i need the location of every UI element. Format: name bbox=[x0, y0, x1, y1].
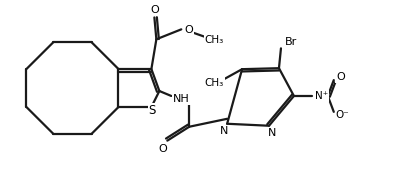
Text: N⁺: N⁺ bbox=[315, 91, 329, 101]
Text: O⁻: O⁻ bbox=[336, 110, 349, 120]
Text: S: S bbox=[149, 103, 156, 117]
Text: O: O bbox=[150, 6, 159, 16]
Text: O: O bbox=[184, 25, 193, 35]
Text: NH: NH bbox=[173, 94, 190, 104]
Text: O: O bbox=[336, 72, 345, 82]
Text: Br: Br bbox=[285, 37, 297, 47]
Text: O: O bbox=[158, 144, 167, 154]
Text: CH₃: CH₃ bbox=[204, 35, 224, 45]
Text: N: N bbox=[220, 126, 228, 136]
Text: CH₃: CH₃ bbox=[204, 78, 224, 88]
Text: N: N bbox=[268, 128, 276, 138]
